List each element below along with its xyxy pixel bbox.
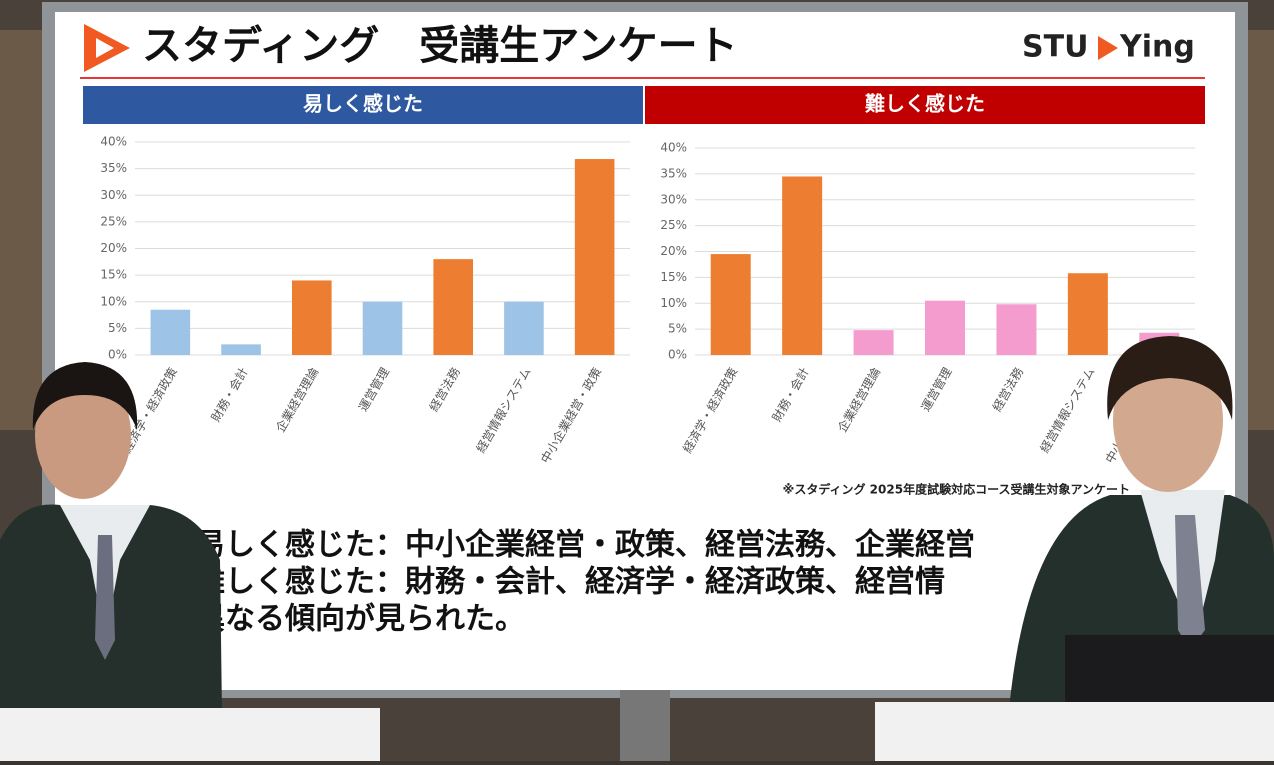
y-tick-label: 15% xyxy=(100,268,127,282)
logo-icon xyxy=(96,38,114,58)
desk xyxy=(0,708,380,761)
chart-header xyxy=(645,86,1205,124)
chart-title: 易しく感じた xyxy=(303,92,423,116)
y-tick-label: 30% xyxy=(660,192,687,206)
y-tick-label: 30% xyxy=(100,188,127,202)
face xyxy=(35,371,131,499)
y-tick-label: 5% xyxy=(108,321,127,335)
y-tick-label: 40% xyxy=(100,135,127,149)
summary-line: 異なる傾向が見られた。 xyxy=(195,602,525,637)
y-tick-label: 35% xyxy=(100,161,127,175)
y-tick-label: 10% xyxy=(100,294,127,308)
bar xyxy=(925,300,965,355)
logo-text: STU xyxy=(1022,30,1088,65)
logo-text: Ying xyxy=(1119,30,1195,65)
y-tick-label: 25% xyxy=(100,214,127,228)
chart-title: 難しく感じた xyxy=(865,92,985,116)
y-tick-label: 10% xyxy=(660,296,687,310)
y-tick-label: 0% xyxy=(108,348,127,362)
y-tick-label: 0% xyxy=(668,348,687,362)
hair xyxy=(32,362,138,430)
bar xyxy=(362,301,403,355)
slide-title: スタディング 受講生アンケート xyxy=(142,23,738,69)
face xyxy=(1113,348,1223,492)
logo-play xyxy=(1098,36,1118,60)
bar xyxy=(150,309,191,355)
bar xyxy=(221,344,261,355)
desk xyxy=(875,702,1274,761)
source-note: ※スタディング 2025年度試験対応コース受講生対象アンケート xyxy=(783,482,1130,497)
bar xyxy=(433,259,474,355)
y-tick-label: 5% xyxy=(668,322,687,336)
bar xyxy=(574,159,615,355)
bar xyxy=(853,330,894,355)
bar xyxy=(710,254,751,355)
summary-line: 易しく感じた：中小企業経営・政策、経営法務、企業経営 xyxy=(195,528,975,563)
screen-stand xyxy=(620,690,670,761)
tie xyxy=(1175,515,1205,650)
bar xyxy=(782,176,823,355)
y-tick-label: 20% xyxy=(100,241,127,255)
y-tick-label: 35% xyxy=(660,166,687,180)
tie xyxy=(95,535,115,660)
chart-header xyxy=(83,86,643,124)
presenter-right xyxy=(1010,336,1274,715)
presenter-left xyxy=(0,362,222,715)
laptop xyxy=(1065,635,1274,710)
y-tick-label: 40% xyxy=(660,141,687,155)
bar xyxy=(1067,273,1108,355)
bar xyxy=(291,280,332,355)
studio-wall xyxy=(0,30,50,430)
hair xyxy=(1107,336,1233,420)
bar xyxy=(504,301,544,355)
y-tick-label: 15% xyxy=(660,270,687,284)
y-tick-label: 25% xyxy=(660,218,687,232)
y-tick-label: 20% xyxy=(660,244,687,258)
summary-line: 難しく感じた：財務・会計、経済学・経済政策、経営情 xyxy=(195,565,945,600)
bar xyxy=(996,304,1037,355)
